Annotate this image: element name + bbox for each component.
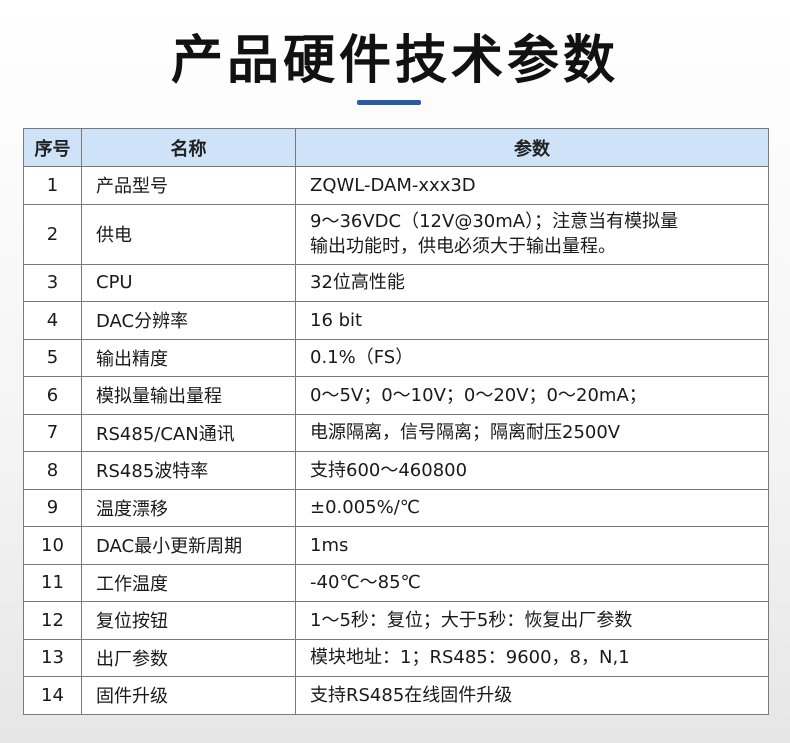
row-name: DAC分辨率	[81, 301, 296, 340]
table-row: 6 模拟量输出量程 0～5V；0～10V；0～20V；0～20mA；	[23, 376, 769, 415]
row-value: 支持600～460800	[295, 451, 769, 490]
table-row: 1 产品型号 ZQWL-DAM-xxx3D	[23, 166, 769, 205]
table-row: 13 出厂参数 模块地址：1；RS485：9600，8，N,1	[23, 638, 769, 677]
page-title: 产品硬件技术参数	[170, 31, 619, 91]
row-value: 1ms	[295, 526, 769, 565]
row-value: 1～5秒：复位；大于5秒：恢复出厂参数	[295, 601, 769, 640]
table-row: 7 RS485/CAN通讯 电源隔离，信号隔离；隔离耐压2500V	[23, 413, 769, 452]
row-index: 10	[23, 526, 82, 565]
row-index: 3	[23, 263, 82, 302]
row-name: CPU	[81, 263, 296, 302]
row-value: 0.1%（FS）	[295, 338, 769, 377]
row-index: 8	[23, 451, 82, 490]
spec-table: 序号 名称 参数 1 产品型号 ZQWL-DAM-xxx3D 2 供电 9～36VDC（1…	[23, 128, 769, 715]
row-value: ZQWL-DAM-xxx3D	[295, 166, 769, 205]
row-index: 11	[23, 563, 82, 602]
title-underline	[357, 100, 421, 105]
table-row: 4 DAC分辨率 16 bit	[23, 301, 769, 340]
row-value: 模块地址：1；RS485：9600，8，N,1	[295, 638, 769, 677]
table-row: 10 DAC最小更新周期 1ms	[23, 526, 769, 565]
table-row: 2 供电 9～36VDC（12V@30mA）；注意当有模拟量 输出功能时，供电必须大于…	[23, 203, 769, 265]
table-header: 序号 名称 参数	[23, 128, 769, 167]
row-index: 2	[23, 203, 82, 265]
row-value: 电源隔离，信号隔离；隔离耐压2500V	[295, 413, 769, 452]
row-name: 温度漂移	[81, 488, 296, 527]
table-row: 11 工作温度 -40℃～85℃	[23, 563, 769, 602]
row-index: 12	[23, 601, 82, 640]
row-index: 13	[23, 638, 82, 677]
row-index: 14	[23, 676, 82, 715]
table-row: 14 固件升级 支持RS485在线固件升级	[23, 676, 769, 715]
row-value: ±0.005%/℃	[295, 488, 769, 527]
row-name: 产品型号	[81, 166, 296, 205]
row-name: 出厂参数	[81, 638, 296, 677]
table-row: 8 RS485波特率 支持600～460800	[23, 451, 769, 490]
row-value: 9～36VDC（12V@30mA）；注意当有模拟量 输出功能时，供电必须大于输出量…	[295, 203, 769, 265]
row-name: RS485波特率	[81, 451, 296, 490]
table-row: 12 复位按钮 1～5秒：复位；大于5秒：恢复出厂参数	[23, 601, 769, 640]
row-index: 6	[23, 376, 82, 415]
row-name: DAC最小更新周期	[81, 526, 296, 565]
row-index: 5	[23, 338, 82, 377]
row-name: 工作温度	[81, 563, 296, 602]
row-name: 模拟量输出量程	[81, 376, 296, 415]
header-value: 参数	[295, 128, 769, 167]
table-row: 3 CPU 32位高性能	[23, 263, 769, 302]
row-value: -40℃～85℃	[295, 563, 769, 602]
row-index: 9	[23, 488, 82, 527]
row-name: 输出精度	[81, 338, 296, 377]
row-index: 7	[23, 413, 82, 452]
row-index: 1	[23, 166, 82, 205]
row-name: 固件升级	[81, 676, 296, 715]
row-name: 供电	[81, 203, 296, 265]
row-value: 16 bit	[295, 301, 769, 340]
row-name: 复位按钮	[81, 601, 296, 640]
header-index: 序号	[23, 128, 82, 167]
row-index: 4	[23, 301, 82, 340]
header-name: 名称	[81, 128, 296, 167]
table-row: 5 输出精度 0.1%（FS）	[23, 338, 769, 377]
row-name: RS485/CAN通讯	[81, 413, 296, 452]
table-row: 9 温度漂移 ±0.005%/℃	[23, 488, 769, 527]
row-value: 32位高性能	[295, 263, 769, 302]
row-value: 0～5V；0～10V；0～20V；0～20mA；	[295, 376, 769, 415]
row-value: 支持RS485在线固件升级	[295, 676, 769, 715]
